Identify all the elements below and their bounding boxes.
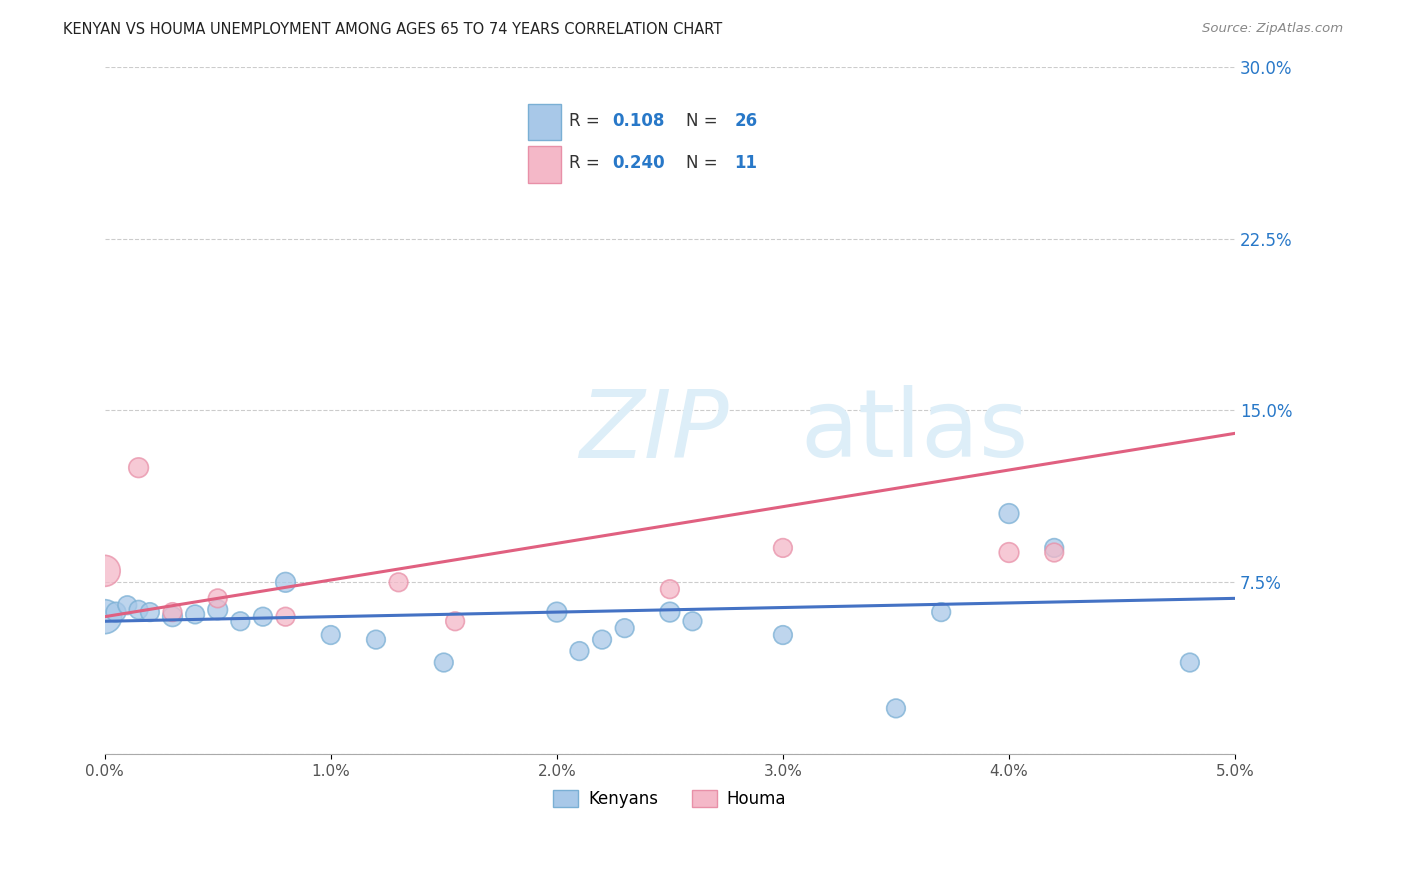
Text: Source: ZipAtlas.com: Source: ZipAtlas.com — [1202, 22, 1343, 36]
Point — [658, 605, 681, 619]
Point — [998, 545, 1021, 559]
Point — [128, 603, 150, 617]
Point — [772, 541, 794, 555]
Point — [274, 609, 297, 624]
Point — [364, 632, 387, 647]
Point — [387, 575, 409, 590]
Point — [568, 644, 591, 658]
Point — [433, 656, 456, 670]
Point — [1178, 656, 1201, 670]
Legend: Kenyans, Houma: Kenyans, Houma — [547, 783, 793, 814]
Point — [229, 614, 252, 628]
Text: KENYAN VS HOUMA UNEMPLOYMENT AMONG AGES 65 TO 74 YEARS CORRELATION CHART: KENYAN VS HOUMA UNEMPLOYMENT AMONG AGES … — [63, 22, 723, 37]
Point — [884, 701, 907, 715]
Point — [252, 609, 274, 624]
Point — [1043, 545, 1066, 559]
Point — [207, 603, 229, 617]
Text: ZIP: ZIP — [579, 385, 730, 476]
Point — [1043, 541, 1066, 555]
Point — [128, 460, 150, 475]
Point — [929, 605, 952, 619]
Point — [591, 632, 613, 647]
Point — [139, 605, 162, 619]
Point — [682, 614, 704, 628]
Point — [772, 628, 794, 642]
Point — [658, 582, 681, 597]
Point — [93, 609, 115, 624]
Point — [444, 614, 467, 628]
Point — [93, 564, 115, 578]
Point — [613, 621, 636, 635]
Point — [184, 607, 207, 622]
Point — [162, 609, 184, 624]
Point — [274, 575, 297, 590]
Point — [207, 591, 229, 606]
Text: atlas: atlas — [800, 385, 1028, 477]
Point — [546, 605, 568, 619]
Point — [319, 628, 342, 642]
Point — [117, 599, 139, 613]
Point — [998, 507, 1021, 521]
Point — [104, 605, 127, 619]
Point — [162, 605, 184, 619]
